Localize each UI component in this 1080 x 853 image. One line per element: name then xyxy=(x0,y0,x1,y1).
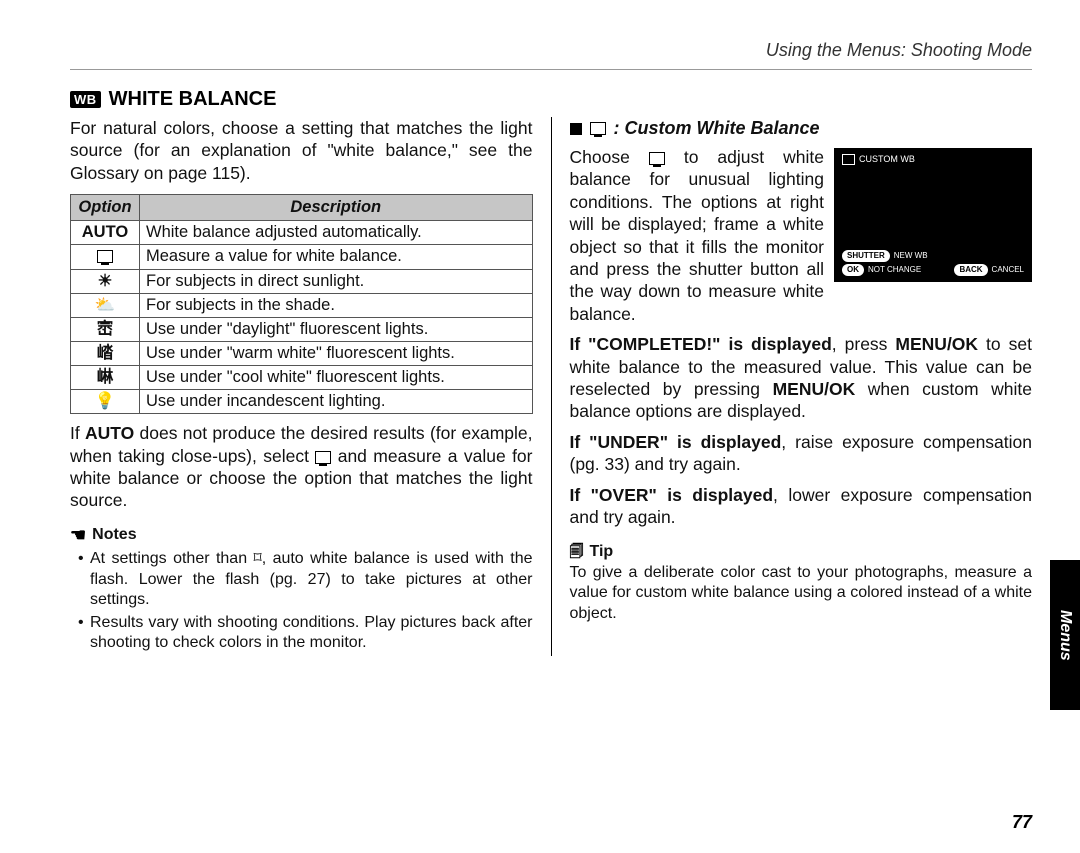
over-paragraph: If "OVER" is displayed, lower exposure c… xyxy=(570,484,1033,529)
option-desc-cell: Use under "daylight" fluorescent lights. xyxy=(140,317,533,341)
section-title-text: WHITE BALANCE xyxy=(109,88,277,111)
notes-label: Notes xyxy=(92,525,136,545)
under-lead: If "UNDER" is displayed xyxy=(570,432,782,452)
notes-heading: Notes xyxy=(70,524,533,547)
menuok: MENU/OK xyxy=(773,379,856,399)
left-column: For natural colors, choose a setting tha… xyxy=(70,117,551,656)
under-paragraph: If "UNDER" is displayed, raise exposure … xyxy=(570,431,1033,476)
completed-lead: If "COMPLETED!" is displayed xyxy=(570,334,832,354)
table-row: Measure a value for white balance. xyxy=(71,245,533,269)
option-icon-cell: 💡 xyxy=(71,390,140,414)
option-icon-cell: AUTO xyxy=(71,221,140,245)
option-icon-cell: ⛅ xyxy=(71,293,140,317)
intro-paragraph: For natural colors, choose a setting tha… xyxy=(70,117,533,184)
option-icon-cell: 崈 xyxy=(71,317,140,341)
table-row: 💡Use under incandescent lighting. xyxy=(71,390,533,414)
custom-wb-icon xyxy=(590,122,606,135)
table-row: ⛅For subjects in the shade. xyxy=(71,293,533,317)
shutter-pill: SHUTTER xyxy=(842,250,890,262)
custom-wb-small-icon xyxy=(842,154,855,165)
option-desc-cell: Use under "warm white" fluorescent light… xyxy=(140,341,533,365)
option-desc-cell: For subjects in direct sunlight. xyxy=(140,269,533,293)
manual-page: Using the Menus: Shooting Mode WB WHITE … xyxy=(0,0,1080,676)
square-bullet-icon xyxy=(570,123,582,135)
ok-pill: OK xyxy=(842,264,864,276)
page-number: 77 xyxy=(1012,812,1032,833)
list-item: Results vary with shooting conditions. P… xyxy=(82,613,533,654)
tip-body: To give a deliberate color cast to your … xyxy=(570,563,1033,624)
table-row: 崊Use under "cool white" fluorescent ligh… xyxy=(71,365,533,389)
wb-badge-icon: WB xyxy=(70,91,101,108)
camera-screen-illustration: CUSTOM WB SHUTTER NEW WB OK NOT CHANGE B… xyxy=(834,148,1032,282)
section-title: WB WHITE BALANCE xyxy=(70,88,1032,111)
option-icon-cell xyxy=(71,245,140,269)
two-column-layout: For natural colors, choose a setting tha… xyxy=(70,117,1032,656)
side-tab-menus: Menus xyxy=(1050,560,1080,710)
notchange-label: NOT CHANGE xyxy=(868,265,921,275)
option-desc-cell: White balance adjusted automatically. xyxy=(140,221,533,245)
table-row: ☀For subjects in direct sunlight. xyxy=(71,269,533,293)
notes-list: At settings other than ⌑, auto white bal… xyxy=(70,549,533,653)
text: If xyxy=(70,423,85,443)
pointer-icon xyxy=(70,524,86,547)
completed-paragraph: If "COMPLETED!" is displayed, press MENU… xyxy=(570,333,1033,423)
over-lead: If "OVER" is displayed xyxy=(570,485,774,505)
option-desc-cell: Measure a value for white balance. xyxy=(140,245,533,269)
option-icon-cell: ☀ xyxy=(71,269,140,293)
screen-title: CUSTOM WB xyxy=(859,154,915,166)
text: Choose xyxy=(570,147,649,167)
option-desc-cell: Use under "cool white" fluorescent light… xyxy=(140,365,533,389)
table-row: 崉Use under "warm white" fluorescent ligh… xyxy=(71,341,533,365)
auto-bold: AUTO xyxy=(85,423,134,443)
right-column: : Custom White Balance CUSTOM WB SHUTTER… xyxy=(551,117,1033,656)
text: to adjust white balance for unusual ligh… xyxy=(570,147,825,324)
table-head-option: Option xyxy=(71,195,140,221)
after-table-paragraph: If AUTO does not produce the desired res… xyxy=(70,422,533,512)
option-icon-cell: 崊 xyxy=(71,365,140,389)
option-icon-cell: 崉 xyxy=(71,341,140,365)
custom-wb-title: : Custom White Balance xyxy=(614,117,820,140)
menuok: MENU/OK xyxy=(895,334,978,354)
table-head-description: Description xyxy=(140,195,533,221)
custom-wb-icon xyxy=(315,451,331,464)
table-row: 崈Use under "daylight" fluorescent lights… xyxy=(71,317,533,341)
custom-wb-heading: : Custom White Balance xyxy=(570,117,1033,140)
newwb-label: NEW WB xyxy=(894,251,928,261)
cancel-label: CANCEL xyxy=(992,265,1024,275)
tip-icon xyxy=(570,542,584,562)
tip-label: Tip xyxy=(590,542,614,562)
option-desc-cell: Use under incandescent lighting. xyxy=(140,390,533,414)
back-pill: BACK xyxy=(954,264,987,276)
list-item: At settings other than ⌑, auto white bal… xyxy=(82,549,533,610)
option-desc-cell: For subjects in the shade. xyxy=(140,293,533,317)
text: , press xyxy=(832,334,896,354)
tip-heading: Tip xyxy=(570,542,1033,562)
table-row: AUTOWhite balance adjusted automatically… xyxy=(71,221,533,245)
white-balance-table: Option Description AUTOWhite balance adj… xyxy=(70,194,533,414)
header-rule xyxy=(70,69,1032,70)
custom-wb-icon xyxy=(97,250,113,263)
custom-wb-icon xyxy=(649,152,665,165)
breadcrumb: Using the Menus: Shooting Mode xyxy=(70,40,1032,61)
